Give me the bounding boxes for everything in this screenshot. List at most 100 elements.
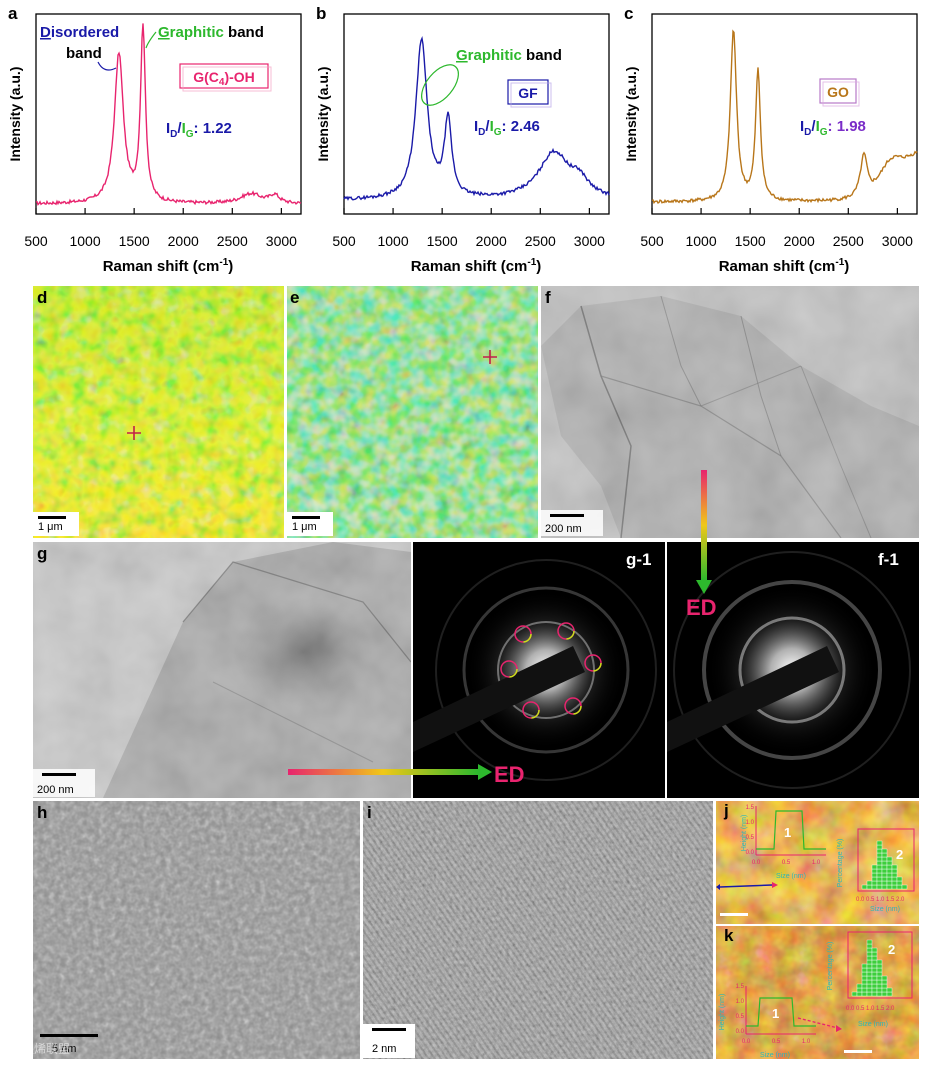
histogram-cell (871, 983, 878, 989)
histogram-cell (881, 983, 888, 989)
xlabel-b: Raman shift (cm-1) (411, 257, 542, 275)
x-tick-label: 2000 (168, 233, 199, 249)
histogram-cell (891, 872, 898, 878)
afm-k-inset2-xticks: 0.0 0.5 1.0 1.5 2.0 (846, 1006, 895, 1012)
panel-label-a: a (8, 4, 18, 23)
afm-j-inset1-label: 1 (784, 825, 791, 840)
disordered-band-word: band (66, 45, 102, 62)
histogram-cell (866, 880, 873, 886)
afm-j-inset-height-profile: 1 Height (nm) Size (nm) 1.5 1.0 0.5 0.0 0.0 0… (741, 805, 826, 880)
histogram-cell (886, 987, 893, 993)
panel-label-g1: g-1 (626, 550, 652, 569)
histogram-cell (866, 947, 873, 953)
histogram-cell (851, 991, 858, 997)
histogram-cell (866, 991, 873, 997)
panel-label-g: g (37, 544, 48, 563)
disordered-arrow (97, 61, 117, 71)
histogram-cell (871, 884, 878, 890)
afm-j-inset1-xlabel: Size (nm) (776, 873, 806, 880)
histogram-cell (871, 868, 878, 874)
histogram-cell (876, 979, 883, 985)
panel-label-j: j (724, 801, 729, 820)
afm-j-inset2-label: 2 (896, 847, 903, 862)
ed-pattern-f1 (667, 542, 919, 798)
afm-k-inset2-xlabel: Size (nm) (858, 1021, 888, 1028)
histogram-cell (881, 880, 888, 886)
panel-label-i: i (367, 803, 372, 822)
histogram-cell (876, 971, 883, 977)
histogram-cell (856, 991, 863, 997)
spectrum-b-frame (343, 13, 610, 215)
histogram-cell (866, 943, 873, 949)
afm-image-j: 1 Height (nm) Size (nm) 1.5 1.0 0.5 0.0 0.0 0… (716, 801, 919, 924)
x-tick-label: 500 (24, 233, 48, 249)
histogram-cell (866, 955, 873, 961)
histogram-cell (891, 876, 898, 882)
histogram-cell (886, 860, 893, 866)
histogram-cell (861, 967, 868, 973)
histogram-cell (891, 880, 898, 886)
histogram-cell (896, 876, 903, 882)
histogram-cell (861, 884, 868, 890)
afm-k-inset1-label: 1 (772, 1006, 779, 1021)
inset-tick-label: 0.5 (772, 1039, 781, 1045)
histogram-cell (866, 959, 873, 965)
afm-j-inset2-xlabel: Size (nm) (870, 906, 900, 913)
panel-label-h: h (37, 803, 48, 822)
sample-name-b: GF (518, 85, 538, 101)
scale-text-i: 2 nm (372, 1043, 397, 1055)
histogram-cell (876, 876, 883, 882)
histogram-cell (876, 864, 883, 870)
afm-image-k: 2 Percentage (%) 0.0 0.5 1.0 1.5 2.0 Siz… (716, 926, 919, 1059)
histogram-cell (866, 963, 873, 969)
histogram-cell (871, 876, 878, 882)
histogram-cell (881, 876, 888, 882)
histogram-cell (876, 880, 883, 886)
histogram-cell (886, 876, 893, 882)
scale-bar-f (550, 514, 584, 517)
histogram-cell (866, 967, 873, 973)
histogram-cell (856, 987, 863, 993)
histogram-cell (861, 975, 868, 981)
graphitic-ellipse-b (421, 64, 459, 106)
graphitic-label-b: Graphitic band (456, 47, 562, 64)
histogram-cell (876, 868, 883, 874)
panel-label-f: f (545, 288, 551, 307)
panel-label-c: c (624, 4, 634, 23)
inset-tick-label: 0.5 (782, 860, 791, 866)
watermark: 石墨烯联盟 (10, 1042, 71, 1056)
raman-map-d (33, 286, 284, 538)
panel-label-e: e (290, 288, 300, 307)
histogram-cell (861, 963, 868, 969)
histogram-cell (876, 860, 883, 866)
ratio-b: ID/IG: 2.46 (474, 118, 540, 138)
sample-name-c: GO (827, 84, 849, 100)
histogram-cell (871, 951, 878, 957)
histogram-cell (891, 864, 898, 870)
afm-k-inset2-label: 2 (888, 942, 895, 957)
histogram-cell (896, 880, 903, 886)
histogram-cell (881, 987, 888, 993)
ratio-c: ID/IG: 1.98 (800, 118, 866, 138)
x-tick-label: 2000 (784, 233, 815, 249)
x-tick-label: 500 (332, 233, 356, 249)
inset-tick-label: 1.0 (746, 820, 755, 826)
scale-bar-g (42, 773, 76, 776)
histogram-cell (871, 987, 878, 993)
raman-spectra: 500 1000 1500 2000 2500 3000 500 1000 1500 2000 25… (7, 13, 918, 275)
scale-bar-d (38, 516, 66, 519)
histogram-cell (866, 939, 873, 945)
histogram-cell (871, 991, 878, 997)
axis-ticks: 500 1000 1500 2000 2500 3000 500 1000 1500 2000 25… (24, 208, 913, 249)
afm-k-inset1-xlabel: Size (nm) (760, 1052, 790, 1059)
scale-text-d: 1 μm (38, 521, 63, 533)
sample-name-a: G(C4)-OH (193, 69, 255, 88)
histogram-cell (871, 963, 878, 969)
histogram-cell (871, 880, 878, 886)
scale-bar-h (40, 1034, 98, 1037)
tem-image-f (541, 286, 919, 538)
x-tick-label: 1000 (685, 233, 716, 249)
afm-k-inset2-ylabel: Percentage (%) (827, 942, 834, 991)
x-tick-label: 3000 (574, 233, 605, 249)
x-tick-label: 1500 (119, 233, 150, 249)
